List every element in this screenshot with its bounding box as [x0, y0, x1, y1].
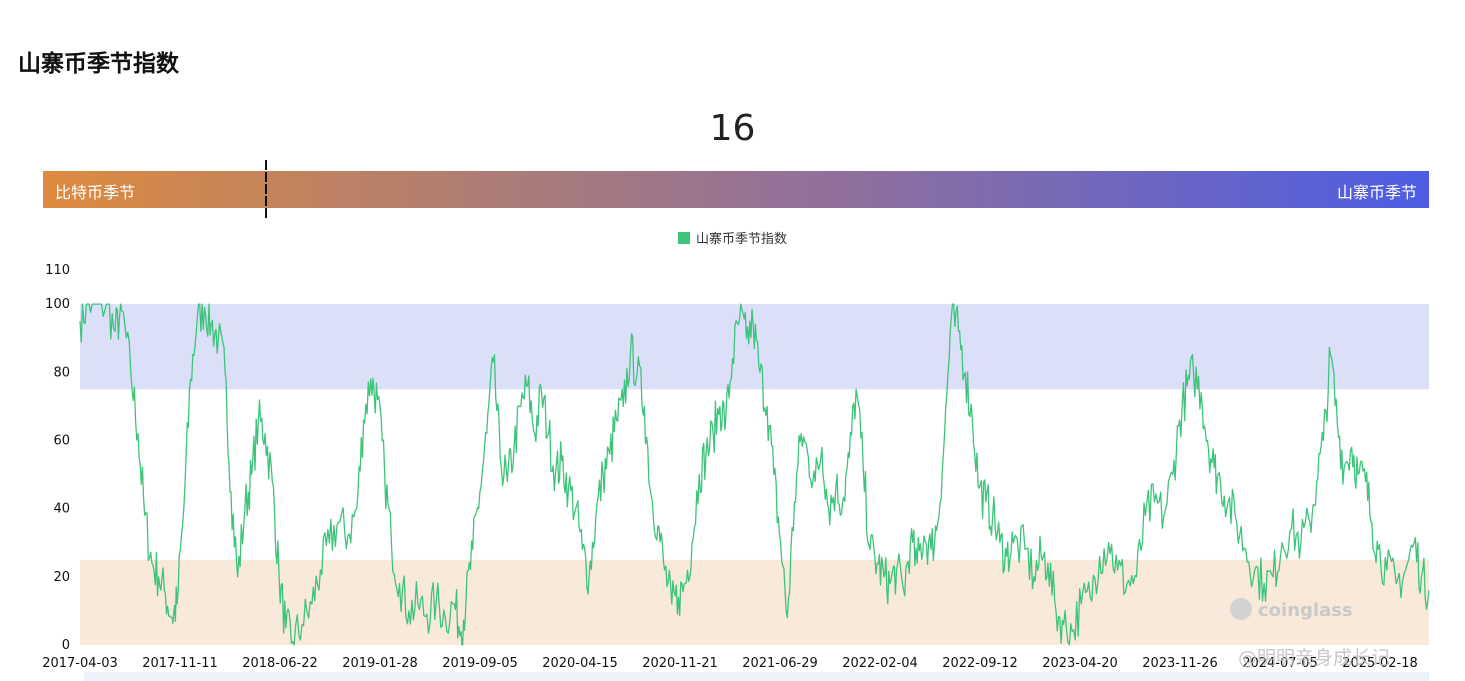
chart-legend[interactable]: 山寨币季节指数: [0, 228, 1465, 247]
x-tick-label: 2019-09-05: [442, 656, 518, 671]
y-tick-label: 100: [45, 297, 70, 312]
coinglass-logo-icon: [1230, 598, 1252, 620]
x-tick-label: 2024-07-05: [1242, 656, 1318, 671]
legend-label: 山寨币季节指数: [695, 232, 787, 247]
watermark-brand-text: coinglass: [1258, 600, 1353, 621]
author-watermark: @明明亲身成长记: [1238, 647, 1391, 669]
y-tick-label: 40: [53, 502, 70, 517]
page-title: 山寨币季节指数: [18, 51, 179, 77]
bitcoin-season-label: 比特币季节: [55, 183, 136, 202]
x-tick-label: 2023-11-26: [1142, 656, 1218, 671]
x-tick-label: 2022-09-12: [942, 656, 1018, 671]
y-tick-label: 110: [45, 263, 70, 278]
y-tick-label: 20: [53, 570, 70, 585]
x-tick-label: 2023-04-20: [1042, 656, 1118, 671]
y-tick-label: 0: [62, 638, 70, 653]
x-tick-label: 2019-01-28: [342, 656, 418, 671]
series-line-altcoin-season-index: [79, 303, 1430, 646]
altcoin-season-label: 山寨币季节: [1336, 183, 1417, 202]
x-tick-label: 2017-11-11: [142, 656, 218, 671]
y-tick-label: 80: [53, 365, 70, 380]
range-slider-strip[interactable]: [84, 672, 1429, 681]
x-tick-label: 2020-11-21: [642, 656, 718, 671]
x-tick-label: 2022-02-04: [842, 656, 918, 671]
season-gradient-bar: 比特币季节 山寨币季节: [43, 171, 1429, 208]
x-tick-label: 2021-06-29: [742, 656, 818, 671]
y-tick-label: 60: [53, 433, 70, 448]
legend-swatch: [677, 232, 690, 244]
current-index-value: 16: [709, 108, 756, 149]
x-tick-label: 2020-04-15: [542, 656, 618, 671]
coinglass-watermark: coinglass: [1230, 598, 1353, 621]
x-tick-label: 2017-04-03: [42, 656, 118, 671]
x-tick-label: 2018-06-22: [242, 656, 318, 671]
x-tick-label: 2025-02-18: [1342, 656, 1418, 671]
current-value-marker: [264, 160, 267, 218]
